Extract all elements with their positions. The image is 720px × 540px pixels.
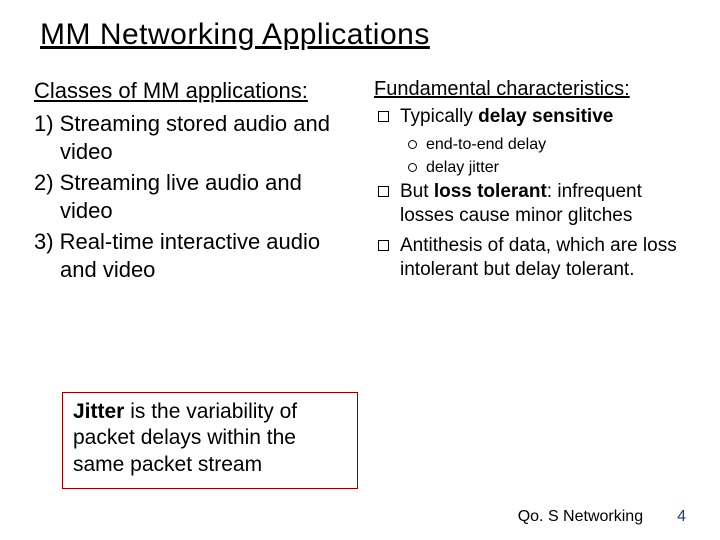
sub-bullet: end-to-end delay [374,135,686,156]
footer: Qo. S Networking 4 [518,508,686,526]
footer-label: Qo. S Networking [518,508,643,525]
left-item: 3) Real-time interactive audio and video [34,228,354,283]
sub-bullet: delay jitter [374,158,686,179]
bullet-delay-sensitive: Typically delay sensitive [374,105,686,129]
columns: Classes of MM applications: 1) Streaming… [34,78,686,287]
slide-title: MM Networking Applications [40,18,686,52]
bullet-loss-tolerant: But loss tolerant: infrequent losses cau… [374,180,686,228]
right-column: Fundamental characteristics: Typically d… [374,78,686,287]
left-column: Classes of MM applications: 1) Streaming… [34,78,354,287]
left-item: 1) Streaming stored audio and video [34,110,354,165]
page-number: 4 [677,508,686,525]
bullet-text: But [400,181,434,202]
bullet-bold: loss tolerant [434,181,547,202]
left-heading: Classes of MM applications: [34,78,354,104]
jitter-definition-box: Jitter is the variability of packet dela… [62,392,358,489]
slide: MM Networking Applications Classes of MM… [0,0,720,540]
bullet-bold: delay sensitive [478,106,613,127]
right-heading: Fundamental characteristics: [374,78,686,101]
jitter-term: Jitter [73,400,124,423]
left-item: 2) Streaming live audio and video [34,169,354,224]
bullet-antithesis: Antithesis of data, which are loss intol… [374,234,686,282]
bullet-text: Typically [400,106,478,127]
